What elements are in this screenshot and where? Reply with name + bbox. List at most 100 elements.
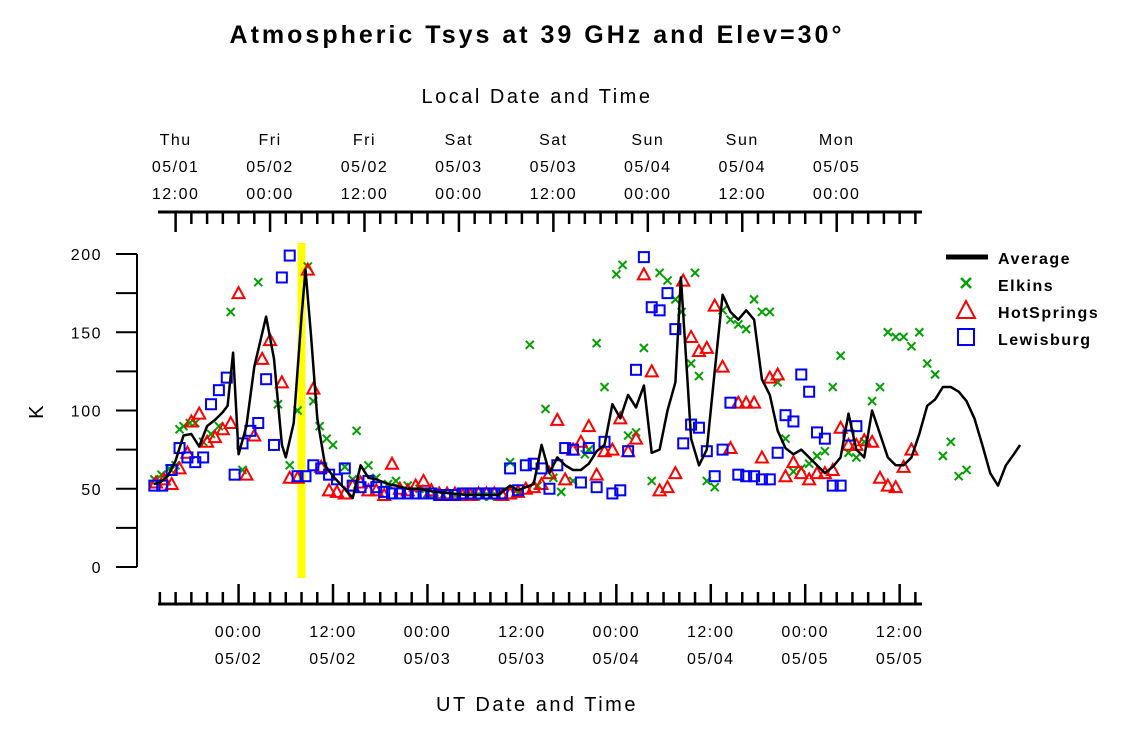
lewisburg-point [148, 479, 161, 492]
lewisburg-point [291, 470, 304, 483]
hotsprings-point [384, 455, 400, 470]
lewisburg-point [653, 304, 666, 317]
hotsprings-point [628, 430, 644, 445]
bottom-tick-label: 05/05 [876, 651, 924, 668]
top-tick-label: 12:00 [530, 186, 578, 203]
legend-swatch-lewisburg [957, 328, 975, 346]
bottom-tick-label: 05/04 [687, 651, 735, 668]
lewisburg-point [748, 470, 761, 483]
lewisburg-point [771, 446, 784, 459]
top-tick-label: 12:00 [152, 186, 200, 203]
legend: Average Elkins HotSprings Lewisburg [946, 251, 1099, 349]
elkins-point [225, 307, 236, 317]
elkins-point [946, 437, 956, 447]
bottom-tick-label: 00:00 [593, 624, 641, 641]
top-tick-label: 05/05 [813, 159, 861, 176]
elkins-point [591, 338, 602, 348]
elkins-point [898, 332, 909, 342]
lewisburg-point [197, 451, 210, 464]
elkins-point [647, 476, 657, 486]
elkins-point [733, 319, 744, 330]
lewisburg-point [598, 435, 611, 448]
hotsprings-point [769, 366, 786, 381]
hotsprings-point [699, 339, 715, 354]
hotsprings-point [785, 454, 802, 469]
bottom-tick-label: 12:00 [687, 624, 735, 641]
top-tick-label: Sun [631, 132, 664, 149]
hotsprings-point [832, 419, 849, 434]
bottom-tick-label: 00:00 [215, 624, 263, 641]
lewisburg-point [582, 442, 595, 455]
x-stroke [647, 476, 657, 486]
x-stroke [214, 421, 224, 431]
elkins-point [883, 327, 893, 337]
top-tick-label: 05/04 [718, 159, 766, 176]
lewisburg-point [755, 473, 768, 486]
lewisburg-point [661, 287, 674, 300]
x-stroke [922, 358, 932, 369]
legend-label-hotsprings: HotSprings [998, 305, 1099, 322]
top-tick-label: 12:00 [341, 186, 389, 203]
lewisburg-point [346, 479, 359, 492]
x-stroke [914, 327, 925, 337]
elkins-point [851, 452, 862, 463]
elkins-point [525, 340, 535, 350]
elkins-point [623, 430, 633, 441]
x-stroke [749, 294, 759, 305]
elkins-point [654, 268, 665, 278]
x-stroke [709, 482, 720, 492]
average-line [153, 268, 1022, 500]
data-marks [148, 249, 1022, 502]
lewisburg-point [590, 481, 603, 494]
lewisburg-point [740, 470, 753, 483]
hotsprings-point [207, 429, 223, 444]
hotsprings-point [746, 394, 762, 409]
elkins-point [285, 460, 295, 470]
lewisburg-point [519, 459, 532, 472]
lewisburg-point [480, 487, 493, 500]
top-tick-label: Fri [353, 132, 376, 149]
x-stroke [867, 396, 877, 406]
legend-swatch-hotsprings [955, 298, 977, 319]
hotsprings-point [840, 436, 857, 451]
lewisburg-point [299, 470, 312, 483]
x-stroke [363, 460, 374, 470]
x-stroke [891, 332, 901, 342]
lewisburg-point [543, 482, 556, 495]
hotsprings-point [864, 433, 880, 448]
hotsprings-point [163, 475, 180, 491]
hotsprings-point [329, 483, 345, 498]
x-stroke [591, 338, 602, 348]
hotsprings-point [636, 266, 652, 281]
elkins-point [757, 307, 767, 317]
bottom-tick-label: 05/05 [781, 651, 829, 668]
lewisburg-point [330, 473, 343, 486]
x-stroke [765, 307, 775, 317]
x-stroke [611, 269, 622, 280]
bottom-tick-label: 12:00 [876, 624, 924, 641]
hotsprings-point [604, 441, 621, 456]
bottom-tick-label: 05/02 [215, 651, 263, 668]
elkins-point [828, 382, 838, 392]
top-tick-label: 05/04 [624, 159, 672, 176]
elkins-point [363, 460, 374, 470]
elkins-point [906, 341, 917, 352]
lewisburg-point [260, 373, 273, 386]
top-axis-title: Local Date and Time [422, 86, 653, 108]
lewisburg-point [307, 459, 320, 472]
hotsprings-point [183, 413, 200, 428]
elkins-point [812, 451, 822, 461]
x-stroke [741, 324, 751, 334]
x-stroke [505, 457, 515, 467]
highlight-band [297, 243, 306, 578]
x-stroke [599, 382, 610, 392]
x-stroke [961, 465, 972, 475]
elkins-point [835, 351, 846, 361]
hotsprings-point [644, 363, 660, 378]
bottom-tick-label: 05/03 [404, 651, 452, 668]
top-tick-label: Sat [445, 132, 474, 149]
x-stroke [812, 451, 822, 461]
lewisburg-point [811, 426, 824, 439]
hotsprings-point [321, 482, 337, 497]
hotsprings-point [777, 468, 794, 483]
